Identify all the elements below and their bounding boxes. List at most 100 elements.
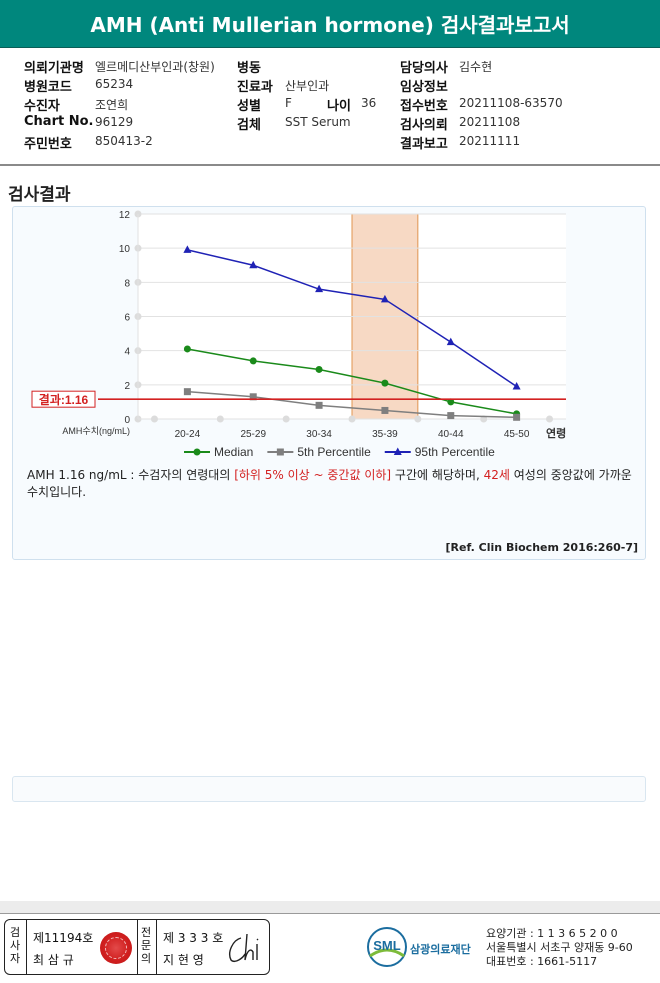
chart-no-value: 96129	[95, 115, 134, 129]
hospital-value: 엘르메디산부인과(창원)	[95, 60, 215, 74]
data-point	[183, 345, 191, 353]
receipt-value: 20211108-63570	[459, 96, 563, 110]
series-line	[187, 390, 517, 419]
footer-divider	[0, 901, 660, 914]
divider	[156, 920, 157, 974]
specialist-label: 전문의	[140, 926, 152, 965]
patient-label: 수진자	[24, 99, 60, 114]
data-point	[183, 245, 192, 253]
specialist-no: 제 3 3 3 호	[163, 931, 224, 945]
x-tick-label: 20-24	[175, 429, 201, 440]
y-tick-label: 10	[119, 244, 131, 255]
signature-box: 검사자 제11194호 최 삼 규 전문의 제 3 3 3 호 지 현 영	[4, 919, 270, 975]
specimen-value: SST Serum	[285, 115, 351, 129]
legend-marker	[276, 448, 284, 456]
data-point	[512, 382, 521, 390]
report-value: 20211111	[459, 134, 521, 148]
ward-label: 병동	[237, 61, 261, 76]
org-line1: 요양기관 : 1 1 3 6 5 2 0 0	[486, 927, 618, 940]
comment-box	[12, 776, 646, 802]
data-point	[447, 412, 455, 420]
sex-value: F	[285, 96, 292, 110]
data-point	[249, 260, 258, 269]
x-tick-label: 25-29	[240, 429, 266, 440]
result-description: AMH 1.16 ng/mL : 수검자의 연령대의 [하위 5% 이상 ~ 중…	[27, 467, 639, 501]
doctor-value: 김수현	[459, 60, 493, 74]
series-line	[187, 249, 518, 388]
legend-label: 95th Percentile	[415, 445, 495, 459]
data-point	[315, 401, 323, 409]
axis-dot	[216, 415, 224, 423]
data-point	[315, 284, 324, 293]
data-point	[447, 398, 455, 406]
examiner-name: 최 삼 규	[33, 953, 74, 967]
divider	[26, 920, 27, 974]
doctor-label: 담당의사	[400, 61, 448, 76]
series-line	[187, 348, 517, 415]
y-tick-label: 8	[124, 278, 130, 289]
amh-chart: 0 2 4 6 8 10 12 20-24 25-29 30-34 35-39 40-44 45-50 A…	[31, 210, 566, 459]
section-title: 검사결과	[8, 185, 71, 205]
org-name: 삼광의료재단	[410, 943, 471, 956]
code-value: 65234	[95, 77, 134, 91]
signature-image	[229, 933, 259, 963]
data-point	[513, 413, 521, 421]
axis-dot	[282, 415, 290, 423]
desc-part3: 여성의 중앙값에 가까운 수치입니다.	[27, 468, 632, 499]
data-point	[249, 393, 257, 401]
y-tick-label: 2	[124, 381, 130, 392]
data-point	[381, 406, 389, 414]
result-label: 결과:1.16	[39, 392, 89, 407]
code-label: 병원코드	[24, 80, 72, 95]
legend-label: Median	[214, 445, 253, 459]
hospital-label: 의뢰기관명	[24, 61, 84, 76]
header-divider	[0, 164, 660, 166]
seal-stamp	[100, 932, 132, 964]
org-line2: 서울특별시 서초구 양재동 9-60	[486, 941, 633, 954]
patient-value: 조연희	[95, 98, 129, 112]
age-label: 나이	[327, 99, 351, 114]
dept-value: 산부인과	[285, 79, 330, 93]
data-point	[446, 337, 455, 346]
legend-marker	[393, 447, 402, 455]
x-axis-title: 연령	[546, 426, 566, 440]
desc-part1: AMH 1.16 ng/mL : 수검자의 연령대의	[27, 468, 235, 482]
sex-label: 성별	[237, 99, 261, 114]
axis-dot	[150, 415, 158, 423]
dept-label: 진료과	[237, 80, 273, 95]
specialist-name: 지 현 영	[163, 953, 204, 967]
patient-info: 의뢰기관명 엘르메디산부인과(창원) 병동 담당의사 김수현 병원코드 6523…	[0, 52, 660, 162]
divider	[137, 920, 138, 974]
data-point	[249, 357, 257, 365]
x-tick-label: 40-44	[438, 429, 464, 440]
request-label: 검사의뢰	[400, 118, 448, 133]
y-tick-label: 4	[124, 347, 130, 358]
chart-no-label: Chart No.	[24, 114, 94, 129]
axis-dot	[348, 415, 356, 423]
id-value: 850413-2	[95, 134, 153, 148]
axis-dot	[546, 415, 554, 423]
receipt-label: 접수번호	[400, 99, 448, 114]
age-value: 36	[361, 96, 377, 110]
specimen-label: 검체	[237, 118, 261, 133]
report-title: AMH (Anti Mullerian hormone) 검사결과보고서	[0, 0, 660, 48]
y-tick-label: 6	[124, 313, 130, 324]
clinical-label: 임상정보	[400, 80, 448, 95]
y-tick-label: 12	[119, 210, 131, 221]
request-value: 20211108	[459, 115, 521, 129]
y-axis-title: AMH수치(ng/mL)	[62, 425, 130, 436]
id-label: 주민번호	[24, 137, 72, 152]
sml-logo-icon: SML	[367, 927, 407, 967]
x-tick-label: 35-39	[372, 429, 398, 440]
legend-label: 5th Percentile	[297, 445, 371, 459]
examiner-no: 제11194호	[33, 931, 94, 945]
data-point	[380, 294, 389, 303]
desc-range: [하위 5% 이상 ~ 중간값 이하]	[234, 468, 392, 482]
x-tick-label: 45-50	[504, 429, 530, 440]
data-point	[183, 388, 191, 396]
axis-dot	[480, 415, 488, 423]
examiner-label: 검사자	[9, 926, 21, 965]
desc-age: 42세	[483, 468, 510, 482]
logo-text: SML	[373, 938, 401, 953]
legend-marker	[193, 448, 201, 456]
